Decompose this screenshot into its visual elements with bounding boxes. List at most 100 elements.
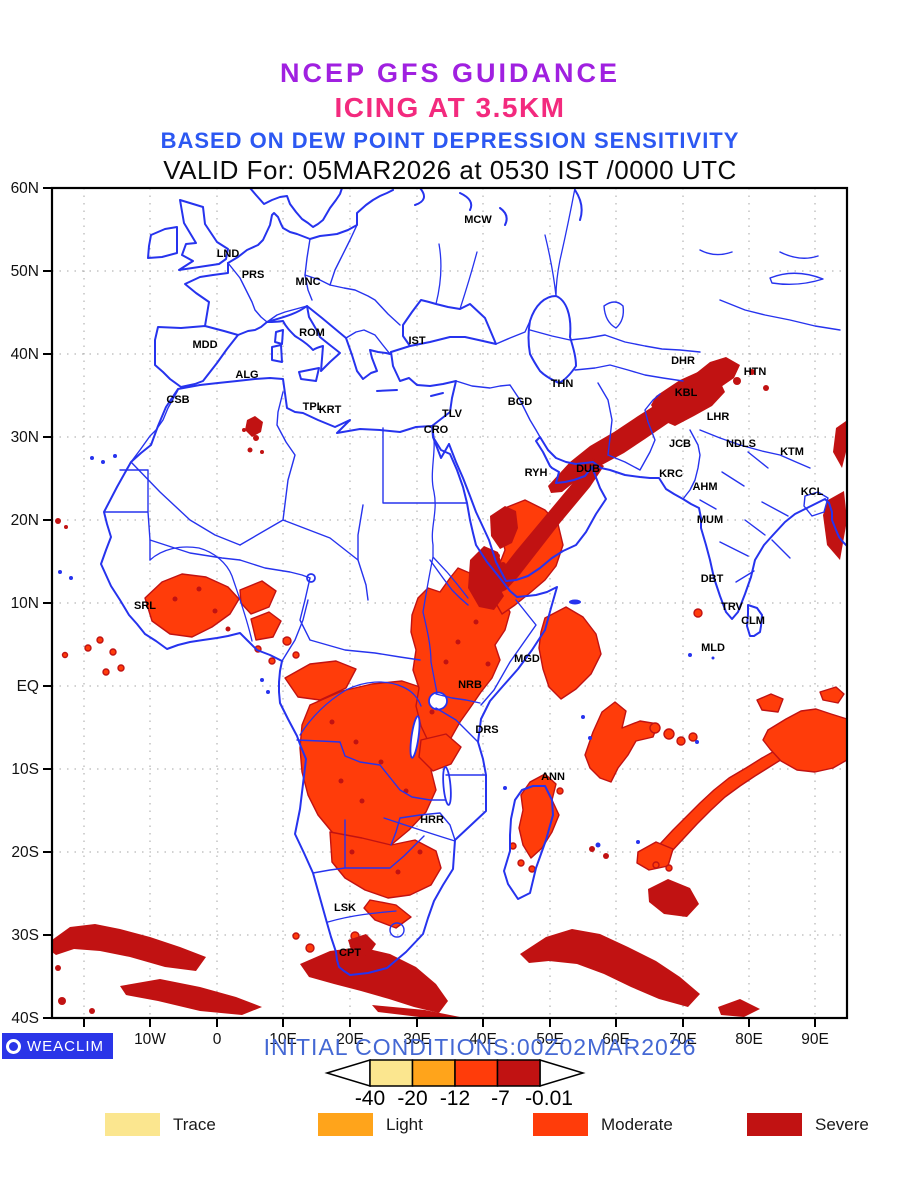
station-label-ROM: ROM	[299, 327, 325, 339]
colorbar-tick-label: -40	[355, 1087, 385, 1110]
trace-label: Trace	[173, 1114, 216, 1134]
lat-tick-label: 20N	[11, 512, 39, 529]
iberia-coast	[154, 325, 239, 388]
lat-tick-label: 10S	[11, 761, 39, 778]
station-label-PRS: PRS	[242, 269, 265, 281]
station-label-TPL: TPL	[303, 401, 324, 413]
station-label-HRR: HRR	[420, 814, 444, 826]
station-label-DRS: DRS	[475, 724, 498, 736]
trace-swatch	[105, 1113, 160, 1136]
italy-coast	[266, 305, 341, 372]
icing-moderate-areas	[61, 499, 846, 953]
colorbar-box	[454, 1059, 499, 1087]
scandinavia-coast	[249, 189, 343, 228]
sicily	[298, 367, 320, 382]
light-swatch	[318, 1113, 373, 1136]
niger-river	[149, 546, 253, 642]
station-label-THN: THN	[551, 378, 574, 390]
ireland-coast	[147, 226, 178, 259]
station-label-LSK: LSK	[334, 902, 356, 914]
sardinia	[271, 344, 283, 363]
station-label-TLV: TLV	[442, 408, 463, 420]
northsea-baltic-coast	[227, 189, 394, 264]
station-label-DHR: DHR	[671, 355, 695, 367]
arabia-southasia-coastline	[448, 436, 846, 620]
station-label-IST: IST	[408, 335, 425, 347]
congo-river	[299, 681, 422, 736]
lat-tick-label: 10N	[11, 595, 39, 612]
lon-tick-label: 10W	[134, 1031, 166, 1048]
colorbar-tick-label: -7	[491, 1087, 510, 1110]
lon-tick-label: 50E	[536, 1031, 564, 1048]
station-label-BGD: BGD	[508, 396, 533, 408]
lon-tick-label: 60E	[602, 1031, 630, 1048]
station-label-NDLS: NDLS	[726, 438, 756, 450]
caspian-sea	[527, 295, 577, 384]
lake-tanganyika	[409, 715, 421, 759]
station-label-ALG: ALG	[235, 369, 258, 381]
colorbar-box	[369, 1059, 414, 1087]
lat-tick-label: 60N	[11, 180, 39, 197]
station-label-KTM: KTM	[780, 446, 804, 458]
station-label-CRO: CRO	[424, 424, 449, 436]
lon-tick-label: 40E	[469, 1031, 497, 1048]
station-label-CSB: CSB	[166, 394, 189, 406]
station-label-NRB: NRB	[458, 679, 482, 691]
title-method: BASED ON DEW POINT DEPRESSION SENSITIVIT…	[160, 128, 740, 153]
station-label-RYH: RYH	[525, 467, 548, 479]
levant-anatolia-coast	[390, 345, 457, 427]
lat-tick-label: 40N	[11, 346, 39, 363]
station-label-LHR: LHR	[707, 411, 730, 423]
lat-tick-label: 30N	[11, 429, 39, 446]
lat-tick-label: EQ	[17, 678, 39, 695]
weaclim-logo: WEACLIM	[2, 1033, 113, 1059]
lake-balkhash	[769, 272, 824, 286]
adriatic-balkan-coast	[306, 305, 347, 339]
moderate-swatch	[533, 1113, 588, 1136]
africa-coastline	[100, 377, 558, 976]
station-label-HTN: HTN	[744, 366, 767, 378]
legend-item-light: Light	[318, 1113, 423, 1136]
lat-tick-label: 30S	[11, 927, 39, 944]
weaclim-logo-text: WEACLIM	[27, 1037, 105, 1055]
nile-river	[422, 429, 469, 694]
orange-river	[327, 910, 397, 923]
station-label-AHM: AHM	[692, 481, 717, 493]
station-label-MUM: MUM	[697, 514, 723, 526]
light-label: Light	[386, 1114, 423, 1134]
title-product: ICING AT 3.5KM	[334, 92, 566, 123]
axis-ticks-and-labels: 20W10W010E20E30E40E50E60E70E80E90E60N50N…	[11, 180, 829, 1048]
station-label-LND: LND	[217, 248, 240, 260]
lat-tick-label: 40S	[11, 1010, 39, 1027]
moderate-label: Moderate	[601, 1114, 673, 1134]
station-label-CLM: CLM	[741, 615, 765, 627]
colorbar-right-arrow	[539, 1058, 586, 1088]
station-label-MGD: MGD	[514, 653, 540, 665]
colorbar-box	[496, 1059, 541, 1087]
station-label-MDD: MDD	[192, 339, 217, 351]
lon-tick-label: 30E	[403, 1031, 431, 1048]
station-label-MNC: MNC	[295, 276, 320, 288]
greece-aegean-coast	[345, 337, 392, 380]
lat-tick-label: 20S	[11, 844, 39, 861]
severe-swatch	[747, 1113, 802, 1136]
station-label-CPT: CPT	[339, 947, 361, 959]
coastlines-layer	[58, 189, 846, 976]
station-label-MCW: MCW	[464, 214, 492, 226]
cyprus	[430, 392, 444, 397]
lon-tick-label: 90E	[801, 1031, 829, 1048]
station-label-TRV: TRV	[721, 601, 743, 613]
lon-tick-label: 70E	[669, 1031, 697, 1048]
colorbar-tick-label: -20	[397, 1087, 427, 1110]
lesotho-border	[389, 922, 405, 938]
lon-tick-label: 80E	[735, 1031, 763, 1048]
lake-malawi	[442, 766, 452, 806]
colorbar-box	[411, 1059, 456, 1087]
colorbar: -40 -20 -12 -7 -0.01	[324, 1058, 586, 1110]
zambezi-river	[383, 817, 456, 842]
station-label-SRL: SRL	[134, 600, 156, 612]
britain-coast	[178, 199, 229, 271]
station-label-KRT: KRT	[319, 404, 342, 416]
